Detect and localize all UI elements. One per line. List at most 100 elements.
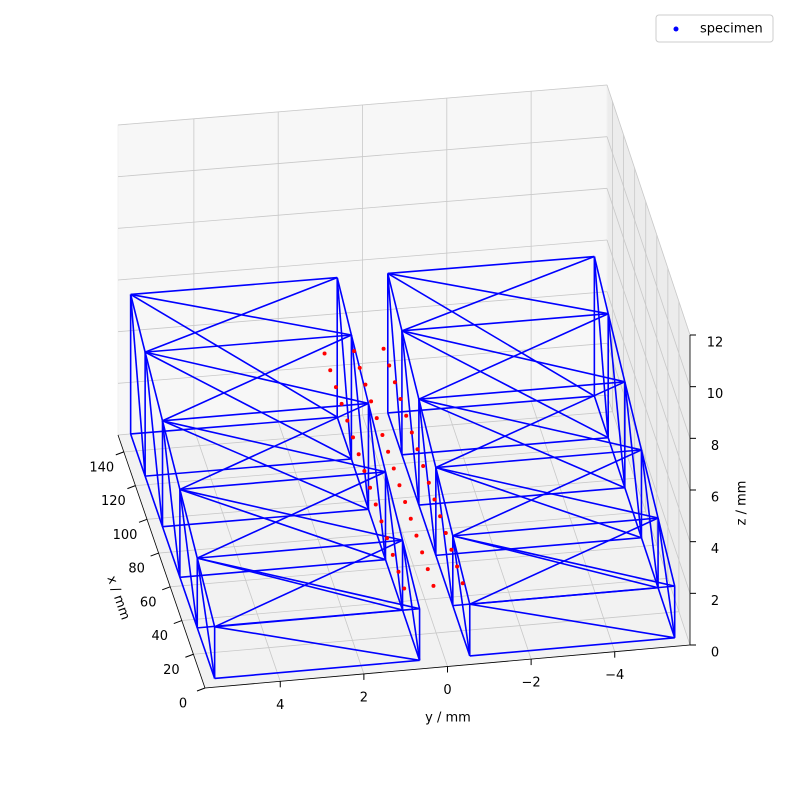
scatter-point [356,452,361,457]
z-tick-label: 4 [711,542,719,557]
wire-edge [179,558,386,579]
wire-edge [336,277,353,336]
x-tick-label: 100 [113,528,138,543]
wire-edge [179,577,199,629]
wire-edge [401,540,421,661]
scatter-point [409,430,414,435]
legend-marker [673,26,679,32]
scatter-point [402,586,407,591]
wire-edge [145,334,352,353]
tick-mark [196,687,206,692]
scatter-point [432,497,437,502]
wire-edge [418,312,609,400]
grid-line [606,188,691,439]
wire-edge [418,486,625,506]
wire-edge [640,449,659,519]
wire-edge [196,627,216,679]
tick-mark [185,653,194,658]
wire-edge [657,517,676,587]
scatter-point [396,569,401,574]
scatter-point [408,516,413,521]
wire-edge [387,272,595,397]
scatter-point [345,418,350,423]
wire-edge [418,399,437,556]
scatter-point [425,567,430,572]
scatter-point [398,396,403,401]
y-tick-label: −4 [605,668,624,683]
grid-line [117,239,608,281]
x-tick-label: 0 [179,697,187,712]
scatter-point [426,480,431,485]
wire-edge [384,471,404,541]
z-tick-label: 10 [707,387,724,402]
legend: specimen [655,14,774,43]
wire-edge [593,256,609,314]
scatter-point [421,463,426,468]
wire-edge [452,535,471,605]
wire-edge [401,436,609,456]
x-tick-label: 140 [89,460,114,475]
x-tick-label: 60 [140,595,157,610]
scatter-point [381,346,386,351]
wire-edge [401,454,420,506]
wire-edge [179,471,386,491]
wire-edge [452,605,471,657]
wire-edge [130,293,338,418]
scatter-point [379,519,384,524]
y-tick-label: 4 [276,698,284,713]
x-axis-line [117,434,206,689]
wire-edge [607,437,626,488]
wire-edge [435,449,642,469]
wire-edge [418,398,626,489]
wire-edge [607,313,626,383]
wire-edge [640,449,659,588]
scatter-point [449,547,454,552]
tick-mark [150,552,159,557]
wire-edge [469,636,675,657]
x-tick-label: 40 [152,629,169,644]
wire-edge [435,555,454,606]
z-tick-label: 12 [707,336,724,351]
wire-edge [387,255,595,275]
scatter-point [391,466,396,471]
y-axis-line [204,644,691,689]
wire-edge [161,420,181,578]
wire-edge [435,536,642,557]
grid-line [606,239,691,491]
wire-edge [624,381,643,538]
wire-edge [452,517,659,537]
wire-edge [384,471,404,611]
scatter-point [339,401,344,406]
grid-line [606,136,691,387]
wire-edge [179,489,199,628]
x-tick-label: 120 [101,494,126,509]
scatter-point [385,536,390,541]
wire-edge [452,535,471,657]
wire-edge [130,416,338,435]
scatter-point [404,413,409,418]
y-tick-label: 2 [360,690,368,705]
wire-edge [144,475,164,527]
wire-edge [607,313,626,488]
grid-line [606,394,691,646]
wire-edge [179,488,386,561]
scatter-point [369,399,374,404]
wire-edge [387,395,595,414]
wire-edge [196,557,216,627]
scatter-point [362,468,367,473]
z-tick-label: 2 [711,594,719,609]
wire-edge [640,537,659,589]
z-tick-label: 0 [711,646,719,661]
grid-line [362,414,448,667]
tick-mark [127,485,136,490]
wire-edge [196,558,216,679]
scatter-point [357,365,362,370]
wire-edge [161,526,181,578]
scatter-point [386,449,391,454]
wire-edge [214,659,420,680]
scatter-point [390,552,395,557]
wire-edge [435,466,642,539]
wire-edge [657,587,676,639]
